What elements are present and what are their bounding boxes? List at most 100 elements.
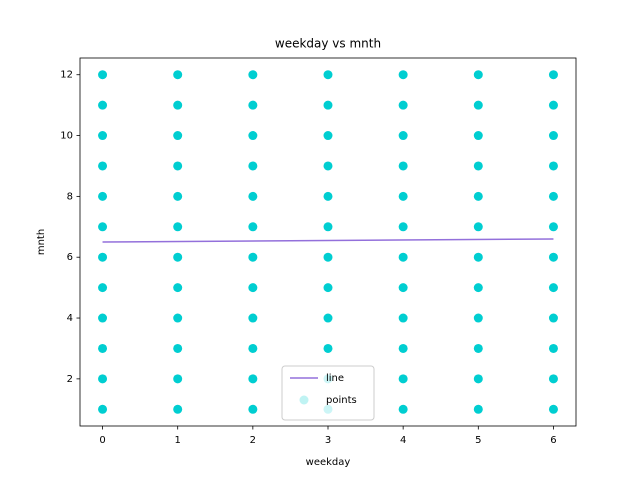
point <box>173 100 183 110</box>
point <box>248 161 258 171</box>
point <box>323 252 333 262</box>
point <box>98 252 108 262</box>
point <box>398 191 408 201</box>
point <box>548 313 558 323</box>
point <box>323 343 333 353</box>
point <box>248 70 258 80</box>
y-axis-label: mnth <box>36 229 47 255</box>
y-tick-label: 12 <box>60 70 73 81</box>
point <box>473 252 483 262</box>
point <box>173 161 183 171</box>
point <box>98 131 108 141</box>
x-tick-label: 0 <box>99 435 105 446</box>
point <box>473 343 483 353</box>
point <box>248 343 258 353</box>
point <box>548 404 558 414</box>
legend-marker <box>299 395 309 405</box>
point <box>98 191 108 201</box>
point <box>398 222 408 232</box>
y-tick-label: 2 <box>67 374 73 385</box>
legend: line points <box>281 365 375 421</box>
point <box>98 100 108 110</box>
point <box>173 70 183 80</box>
point <box>473 283 483 293</box>
point <box>248 131 258 141</box>
point <box>98 374 108 384</box>
point <box>473 313 483 323</box>
x-tick-label: 2 <box>250 435 256 446</box>
point <box>323 161 333 171</box>
point <box>398 100 408 110</box>
point <box>548 283 558 293</box>
point <box>173 343 183 353</box>
point <box>473 404 483 414</box>
point <box>323 70 333 80</box>
point <box>398 131 408 141</box>
point <box>248 404 258 414</box>
x-axis-label: weekday <box>306 457 351 468</box>
point <box>398 404 408 414</box>
x-tick-label: 6 <box>550 435 556 446</box>
point <box>173 191 183 201</box>
point <box>98 161 108 171</box>
chart-title: weekday vs mnth <box>275 37 381 51</box>
point <box>548 131 558 141</box>
point <box>548 100 558 110</box>
point <box>98 404 108 414</box>
point <box>473 131 483 141</box>
point <box>548 374 558 384</box>
point <box>398 161 408 171</box>
point <box>473 161 483 171</box>
point <box>473 374 483 384</box>
point <box>548 191 558 201</box>
point <box>248 313 258 323</box>
point <box>323 283 333 293</box>
point <box>173 313 183 323</box>
point <box>548 222 558 232</box>
points <box>98 70 558 414</box>
x-tick-label: 4 <box>400 435 406 446</box>
point <box>398 70 408 80</box>
point <box>398 252 408 262</box>
point <box>323 313 333 323</box>
point <box>248 283 258 293</box>
y-tick-label: 4 <box>67 313 73 324</box>
point <box>98 222 108 232</box>
y-tick-label: 6 <box>67 252 73 263</box>
point <box>548 343 558 353</box>
point <box>248 100 258 110</box>
x-tick-label: 5 <box>475 435 481 446</box>
point <box>248 374 258 384</box>
point <box>548 161 558 171</box>
point <box>323 131 333 141</box>
legend-label: line <box>326 373 344 384</box>
point <box>473 70 483 80</box>
point <box>98 70 108 80</box>
point <box>323 191 333 201</box>
point <box>323 222 333 232</box>
point <box>398 374 408 384</box>
point <box>398 343 408 353</box>
point <box>173 404 183 414</box>
point <box>248 222 258 232</box>
legend-box <box>281 365 375 421</box>
point <box>323 100 333 110</box>
point <box>398 313 408 323</box>
point <box>98 313 108 323</box>
legend-label: points <box>326 395 357 406</box>
point <box>173 374 183 384</box>
point <box>548 70 558 80</box>
x-tick-label: 3 <box>325 435 331 446</box>
point <box>98 343 108 353</box>
x-tick-label: 1 <box>175 435 181 446</box>
point <box>548 252 558 262</box>
point <box>473 222 483 232</box>
line <box>102 238 554 243</box>
point <box>173 131 183 141</box>
point <box>473 191 483 201</box>
point <box>248 252 258 262</box>
point <box>173 283 183 293</box>
point <box>173 252 183 262</box>
point <box>98 283 108 293</box>
